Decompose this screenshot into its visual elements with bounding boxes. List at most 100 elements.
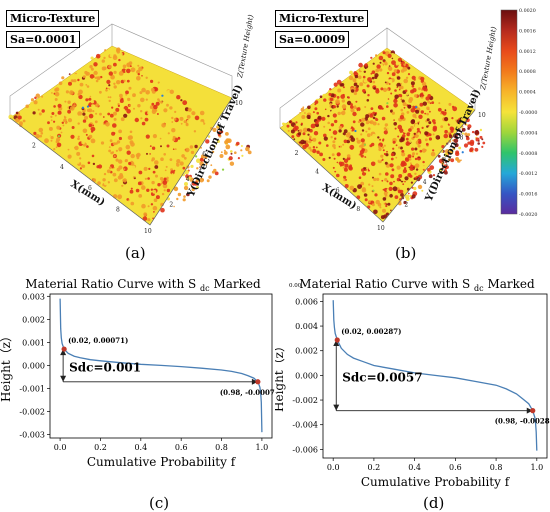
colorbar-tick-label: 0.0016: [519, 28, 536, 34]
point-label: (0.02, 0.00287): [341, 327, 401, 336]
x-tick-label: 0.6: [175, 443, 188, 452]
panel-a-letter: (a): [125, 244, 146, 262]
point-label: (0.98, -0.00286): [495, 417, 550, 426]
y-tick-label: -0.006: [292, 445, 318, 454]
y-tick-label: -0.002: [19, 408, 45, 417]
panel-a: 2 4 6 8 10 2 4 6 8 10 X(mm) Y(Direction of Travel) Z…: [0, 0, 275, 268]
colorbar-tick-label: 0.0020: [519, 8, 536, 14]
y-tick-label: -0.004: [292, 421, 318, 430]
y-tick-label: 6: [441, 157, 445, 164]
x-tick-label: 8: [356, 206, 360, 213]
marked-point: [255, 379, 261, 385]
x-tick-label: 10: [377, 225, 385, 232]
colorbar-tick-label: 0.0008: [519, 69, 536, 75]
colorbar-tick-label: -0.0012: [519, 171, 537, 177]
y-tick-label: 6: [202, 151, 206, 158]
x-tick-label: 4: [315, 169, 319, 176]
y-tick-label: 4: [186, 176, 190, 183]
chart-title: Material Ratio Curve with S dc Marked: [299, 277, 535, 293]
panel-b: 2 4 6 8 10 2 4 6 8 10 X(mm) Y(Direction of Travel) Z…: [275, 0, 550, 268]
colorbar-tick-label: -0.0000: [519, 110, 537, 116]
x-tick-label: 0.0: [327, 463, 340, 472]
panel-a-title: Micro-Texture: [6, 10, 100, 28]
colorbar-tick-label: 0.0012: [519, 49, 536, 55]
x-tick-label: 2: [295, 150, 299, 157]
colorbar-tick-label: -0.0016: [519, 192, 537, 198]
colorbar-gradient: [500, 9, 518, 215]
y-tick-label: 0.004: [295, 322, 318, 331]
y-tick-label: 10: [478, 112, 486, 119]
x-tick-label: 1.0: [256, 443, 269, 452]
x-tick-label: 4: [60, 164, 64, 171]
x-tick-label: 8: [116, 207, 120, 214]
panel-b-letter: (b): [395, 244, 417, 262]
corner-label: 0.00: [289, 283, 302, 289]
y-tick-label: 0.000: [295, 371, 318, 380]
y-tick-label: 4: [423, 179, 427, 186]
sdc-label: Sdc=0.0057: [342, 370, 422, 384]
surface-texture: [8, 47, 252, 222]
marked-point: [61, 346, 67, 352]
colorbar-tick-label: -0.0008: [519, 151, 537, 157]
y-tick-label: 0.001: [22, 338, 45, 347]
y-tick-label: 10: [235, 100, 243, 107]
point-label: (0.98, -0.00071): [220, 388, 275, 397]
x-tick-label: 6: [88, 185, 92, 192]
y-tick-label: 0.002: [295, 347, 318, 356]
x-tick-label: 0.2: [368, 463, 381, 472]
marked-point: [334, 337, 340, 343]
y-tick-label: -0.002: [292, 396, 318, 405]
y-axis-label: Height（z）: [275, 340, 286, 412]
x-tick-label: 1.0: [530, 463, 543, 472]
y-tick-label: 2: [404, 202, 408, 209]
plot-frame: [322, 293, 548, 459]
sdc-arrowhead: [333, 339, 340, 346]
colorbar-tick-label: -0.0020: [519, 212, 537, 218]
y-tick-label: 0.003: [22, 292, 45, 301]
sdc-arrowhead: [251, 378, 258, 385]
y-tick-label: 2: [169, 202, 173, 209]
y-tick-label: -0.003: [19, 431, 45, 440]
y-axis-label: Height（z）: [0, 330, 13, 402]
x-axis-label: Cumulative Probability f: [87, 455, 237, 469]
sdc-arrowhead: [526, 407, 533, 414]
z-axis-label: Z(Texture Height): [479, 26, 498, 92]
y-tick-label: 8: [219, 125, 223, 132]
x-tick-label: 0.6: [449, 463, 462, 472]
colorbar: 0.0020 0.0016 0.0012 0.0008 0.0004 -0.0000 -0.…: [500, 8, 537, 218]
z-axis-label: Z(Texture Height): [236, 14, 255, 80]
x-tick-label: 0.2: [94, 443, 107, 452]
sdc-label: Sdc=0.001: [69, 360, 141, 374]
y-tick-label: 0.006: [295, 297, 318, 306]
sdc-arrowhead: [333, 404, 340, 411]
panel-a-sa-label: Sa=0.0001: [6, 31, 81, 49]
panel-letter: (c): [149, 494, 169, 512]
axis-box: [279, 27, 476, 128]
chart-c: Material Ratio Curve with S dc Marked0.0…: [0, 277, 275, 512]
point-label: (0.02, 0.00071): [68, 336, 128, 345]
y-tick-label: -0.001: [19, 384, 45, 393]
sdc-arrowhead: [60, 349, 67, 356]
x-tick-label: 0.4: [408, 463, 421, 472]
x-tick-label: 6: [336, 187, 340, 194]
panel-letter: (d): [423, 494, 444, 512]
y-tick-label: 0.002: [22, 315, 45, 324]
sdc-arrowhead: [60, 375, 67, 382]
y-tick-label: 8: [460, 134, 464, 141]
y-tick-label: 0.000: [22, 361, 45, 370]
x-tick-label: 0.8: [490, 463, 503, 472]
panel-b-sa-label: Sa=0.0009: [275, 31, 350, 49]
marked-point: [530, 408, 536, 414]
x-tick-label: 0.4: [134, 443, 147, 452]
x-axis-label: Cumulative Probability f: [361, 475, 511, 489]
plot-frame: [49, 293, 273, 439]
colorbar-tick-label: -0.0004: [519, 130, 537, 136]
chart-d: Material Ratio Curve with S dc Marked0.0…: [275, 277, 550, 512]
x-tick-label: 0.0: [54, 443, 67, 452]
chart-title: Material Ratio Curve with S dc Marked: [25, 277, 261, 293]
panel-b-title: Micro-Texture: [275, 10, 369, 28]
x-tick-label: 0.8: [215, 443, 228, 452]
colorbar-tick-label: 0.0004: [519, 90, 536, 96]
